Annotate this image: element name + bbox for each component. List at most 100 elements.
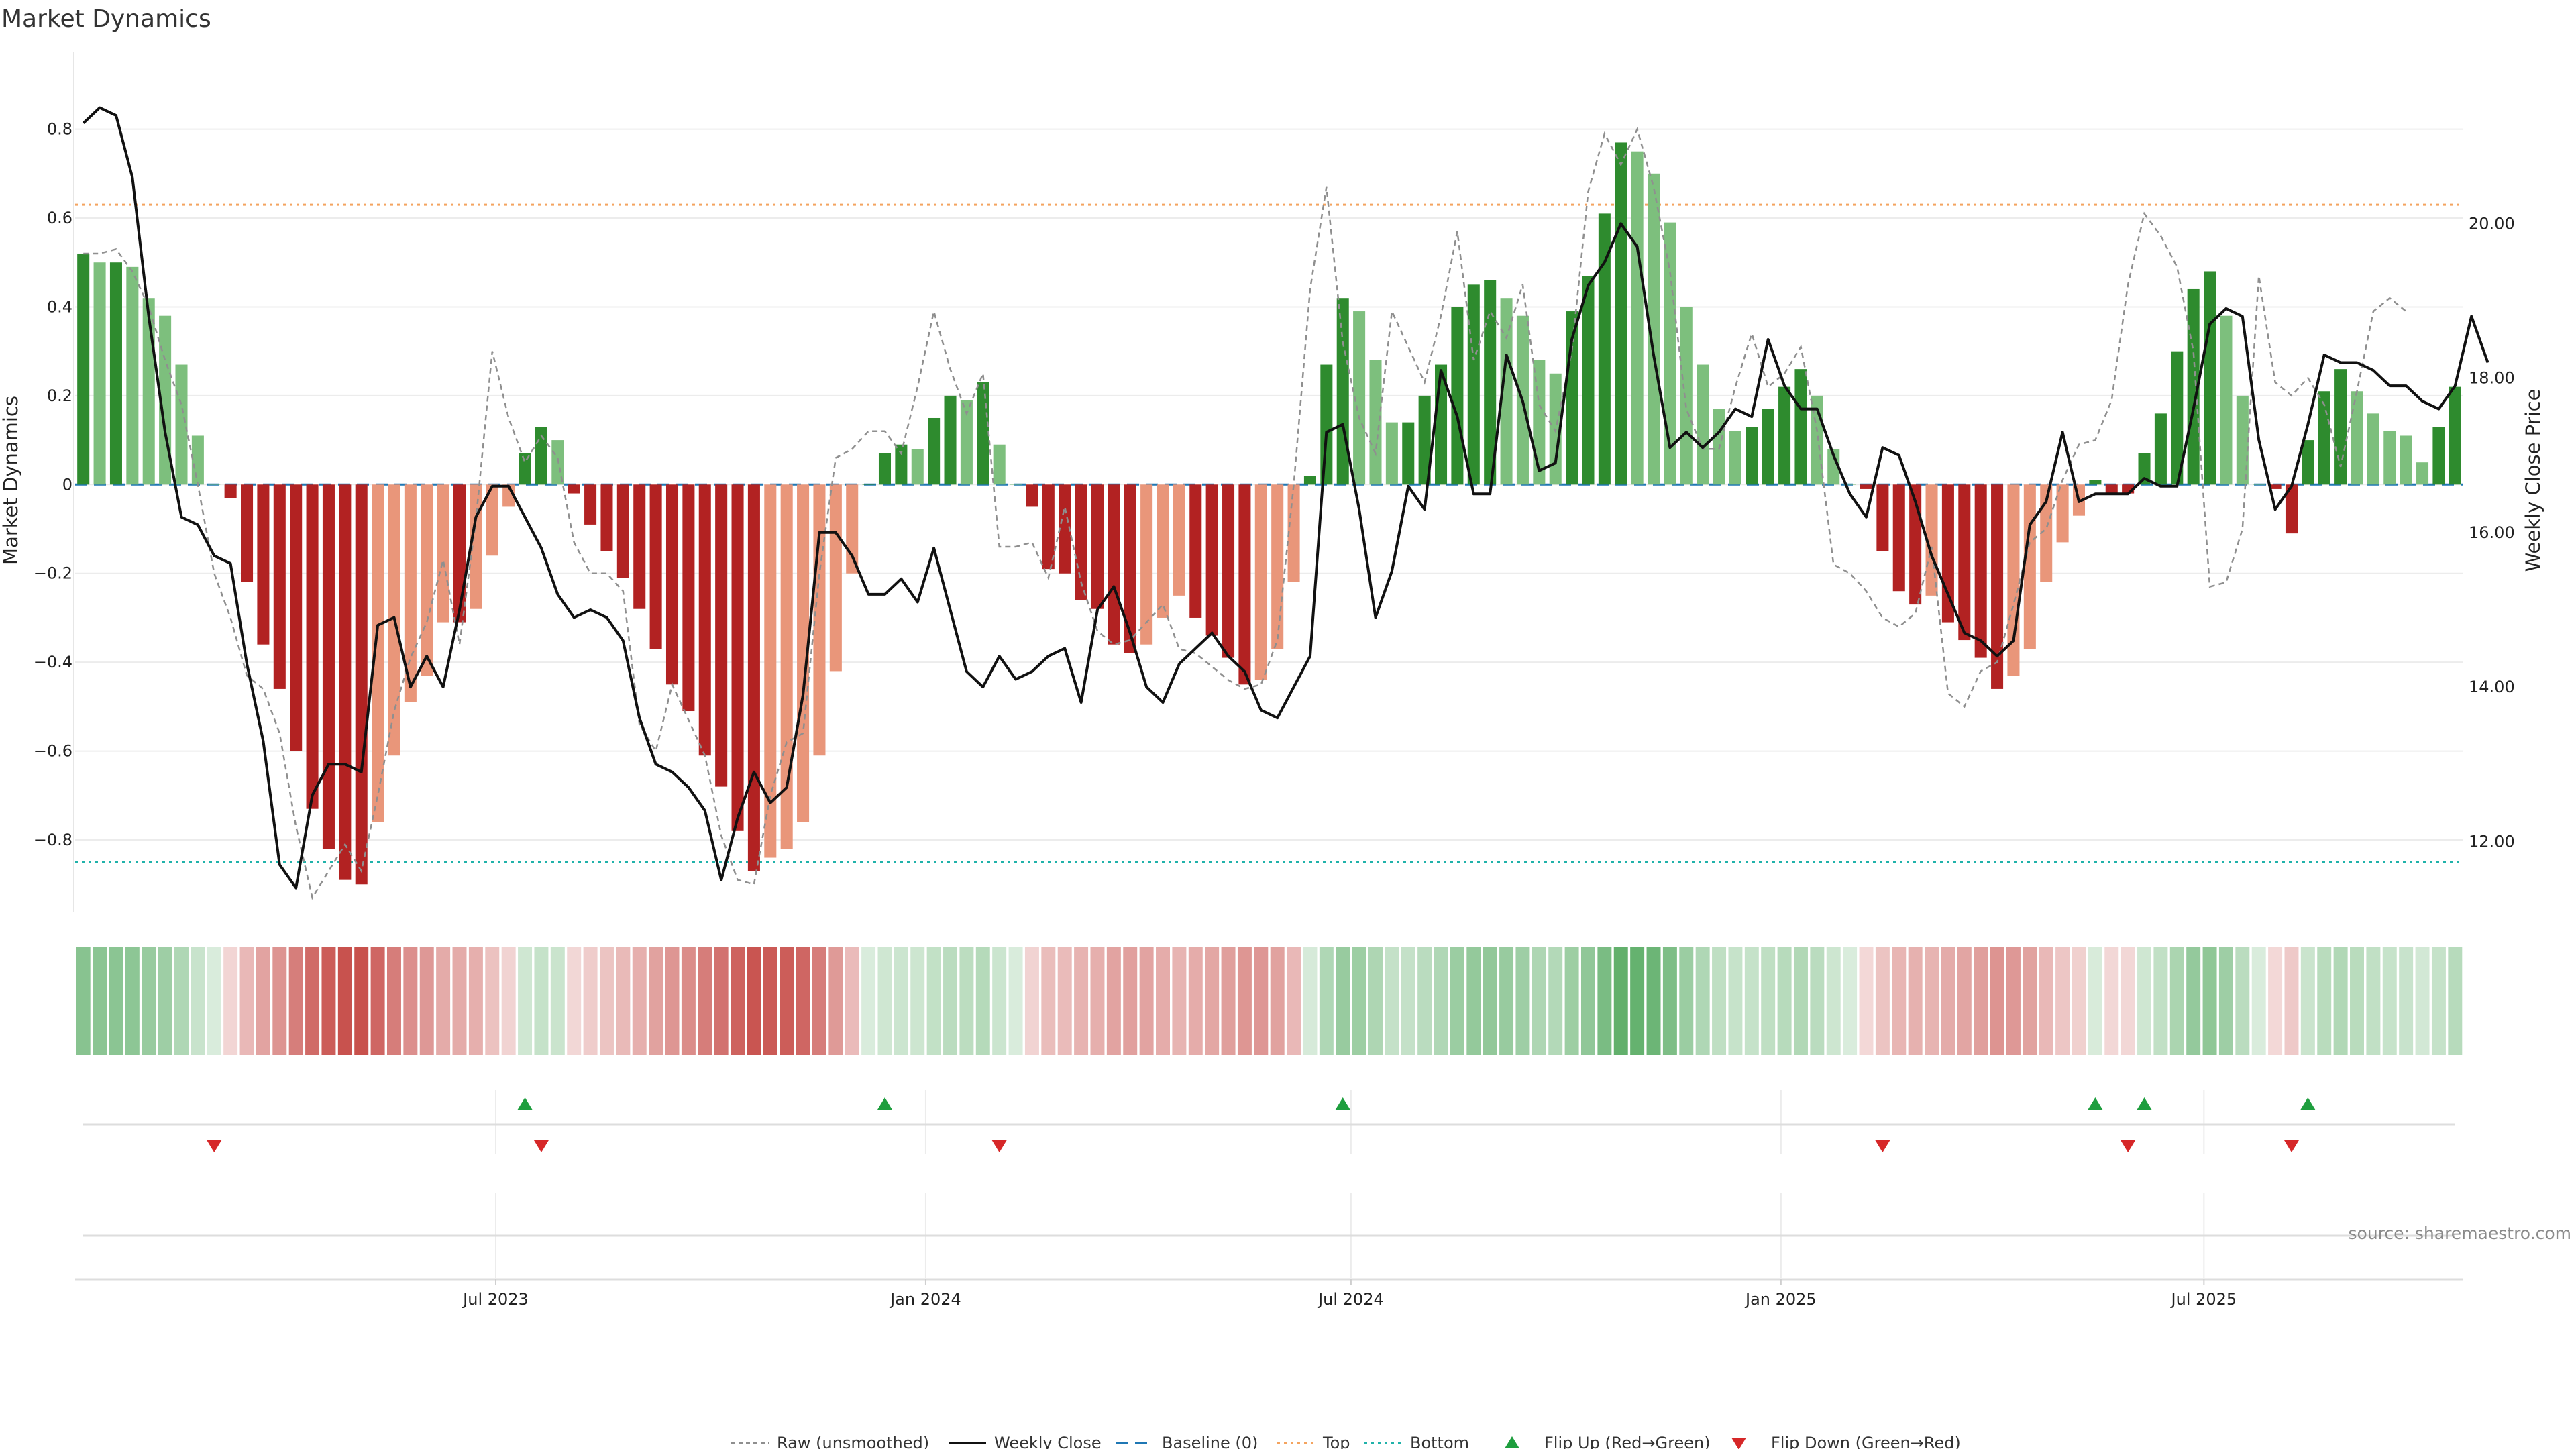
- strip-cell: [1074, 947, 1089, 1055]
- strip-cell: [354, 947, 369, 1055]
- strip-cell: [2448, 947, 2463, 1055]
- strip-cell: [1941, 947, 1955, 1055]
- strip-cell: [93, 947, 107, 1055]
- dynamics-bar: [911, 449, 924, 485]
- strip-cell: [975, 947, 990, 1055]
- flip-down-marker: [207, 1140, 222, 1152]
- strip-cell: [2382, 947, 2397, 1055]
- strip-cell: [959, 947, 974, 1055]
- flip-down-marker: [2284, 1140, 2299, 1152]
- strip-cell: [1188, 947, 1203, 1055]
- dynamics-bar: [665, 484, 679, 685]
- strip-cell: [1254, 947, 1269, 1055]
- left-tick-label: −0.4: [34, 653, 72, 672]
- flip-up-marker: [517, 1097, 533, 1110]
- dynamics-bars: [77, 142, 2461, 885]
- dynamics-bar: [339, 484, 352, 880]
- strip-cell: [1974, 947, 1988, 1055]
- strip-cell: [321, 947, 336, 1055]
- strip-cell: [485, 947, 500, 1055]
- dynamics-bar: [1042, 484, 1055, 570]
- dynamics-bar: [1958, 484, 1971, 641]
- strip-cell: [1237, 947, 1252, 1055]
- strip-cell: [583, 947, 598, 1055]
- strip-cell: [370, 947, 385, 1055]
- left-tick-label: 0.2: [47, 386, 72, 405]
- dynamics-bar: [584, 484, 597, 525]
- dynamics-bar: [404, 484, 417, 702]
- strip-cell: [518, 947, 533, 1055]
- strip-cell: [845, 947, 859, 1055]
- dynamics-bar: [421, 484, 433, 676]
- dynamics-bar: [2040, 484, 2053, 582]
- dynamics-bar: [1843, 484, 1856, 485]
- strip-cell: [1712, 947, 1727, 1055]
- strip-cell: [2072, 947, 2086, 1055]
- dynamics-bar: [2154, 413, 2167, 485]
- strip-cell: [1483, 947, 1497, 1055]
- strip-cell: [747, 947, 761, 1055]
- dynamics-bar: [1991, 484, 2004, 689]
- legend-label: Baseline (0): [1162, 1434, 1258, 1449]
- flip-up-marker: [2300, 1097, 2316, 1110]
- dynamics-bar: [1974, 484, 1987, 658]
- dynamics-bar: [1467, 284, 1480, 485]
- dynamics-bar: [1385, 422, 1398, 485]
- raw-series: [83, 127, 2407, 900]
- dynamics-bar: [2138, 453, 2151, 485]
- strip-cell: [992, 947, 1007, 1055]
- dynamics-bar: [1336, 298, 1349, 485]
- strip-cell: [2284, 947, 2299, 1055]
- strip-cell: [698, 947, 712, 1055]
- dynamics-bar: [2089, 480, 2102, 485]
- dynamics-bar: [93, 262, 106, 485]
- dynamics-bar: [1222, 484, 1235, 658]
- legend-label: Flip Up (Red→Green): [1544, 1434, 1711, 1449]
- dynamics-bar: [109, 262, 122, 485]
- strip-cell: [436, 947, 451, 1055]
- dynamics-bar: [698, 484, 711, 756]
- strip-cell: [2399, 947, 2414, 1055]
- dynamics-bar: [813, 484, 826, 756]
- dynamics-bar: [1108, 484, 1120, 645]
- chart-title: Market Dynamics: [1, 5, 211, 33]
- strip-cell: [1270, 947, 1285, 1055]
- strip-cell: [1287, 947, 1301, 1055]
- dynamics-bar: [2285, 484, 2298, 534]
- strip-cell: [1679, 947, 1694, 1055]
- strip-cell: [1957, 947, 1972, 1055]
- strip-cell: [1156, 947, 1170, 1055]
- left-axis-label: Market Dynamics: [0, 396, 22, 565]
- strip-cell: [861, 947, 876, 1055]
- x-tick-label: Jul 2025: [2170, 1290, 2237, 1309]
- dynamics-bar: [600, 484, 613, 551]
- dynamics-bar: [1091, 484, 1104, 609]
- dynamics-bar: [1762, 409, 1774, 485]
- strip-cell: [877, 947, 892, 1055]
- right-tick-label: 14.00: [2469, 678, 2515, 696]
- close-line: [82, 106, 2489, 890]
- dynamics-bar: [1353, 311, 1366, 485]
- left-tick-label: 0: [62, 475, 72, 494]
- dynamics-bar: [1124, 484, 1136, 653]
- dynamics-bar: [1075, 484, 1087, 600]
- strip-cell: [665, 947, 680, 1055]
- dynamics-bar: [306, 484, 319, 809]
- dynamics-bar: [1484, 280, 1497, 485]
- strip-cell: [239, 947, 254, 1055]
- dynamics-bar: [862, 484, 875, 485]
- strip-cell: [452, 947, 467, 1055]
- strip-cell: [1057, 947, 1072, 1055]
- dynamics-bar: [322, 484, 335, 849]
- strip-cell: [599, 947, 614, 1055]
- dynamics-bar: [486, 484, 498, 556]
- strip-cell: [1728, 947, 1743, 1055]
- dynamics-bar: [372, 484, 384, 822]
- dynamics-bar: [2236, 395, 2249, 485]
- dynamics-bar: [616, 484, 629, 578]
- strip-cell: [1123, 947, 1138, 1055]
- strip-cell: [2121, 947, 2135, 1055]
- strip-cell: [1744, 947, 1759, 1055]
- dynamics-bar: [1647, 173, 1660, 485]
- legend-label: Flip Down (Green→Red): [1771, 1434, 1961, 1449]
